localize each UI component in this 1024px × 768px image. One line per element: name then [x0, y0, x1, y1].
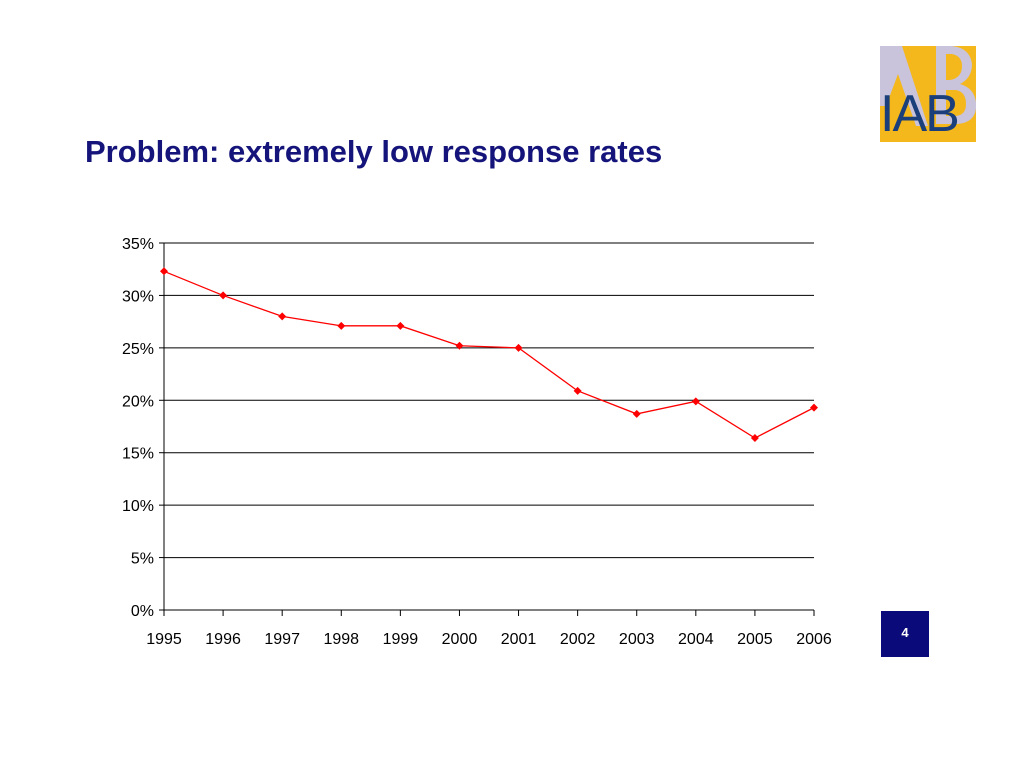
data-point-marker — [573, 386, 582, 395]
data-point-marker — [455, 341, 464, 350]
data-point-marker — [278, 312, 287, 321]
data-point-marker — [396, 321, 405, 330]
x-tick-label: 1998 — [323, 631, 359, 648]
x-tick-label: 2005 — [737, 631, 773, 648]
y-tick-label: 20% — [122, 393, 154, 410]
data-point-marker — [691, 397, 700, 406]
x-tick-label: 2000 — [442, 631, 478, 648]
x-tick-label: 2004 — [678, 631, 714, 648]
data-point-marker — [514, 343, 523, 352]
logo-shape-b — [936, 46, 976, 124]
series-line — [163, 270, 815, 439]
x-tick-label: 1996 — [205, 631, 241, 648]
x-tick-label: 2001 — [501, 631, 537, 648]
page-number-badge: 4 — [881, 611, 929, 657]
data-point-marker — [337, 321, 346, 330]
data-point-marker — [632, 409, 641, 418]
x-tick-label: 2003 — [619, 631, 655, 648]
y-tick-label: 25% — [122, 341, 154, 358]
data-point-marker — [810, 403, 818, 412]
y-tick-label: 10% — [122, 498, 154, 515]
x-tick-label: 1997 — [264, 631, 300, 648]
y-tick-label: 35% — [122, 236, 154, 253]
x-tick-label: 1999 — [383, 631, 419, 648]
x-tick-label: 1995 — [146, 631, 182, 648]
iab-logo: IAB — [880, 46, 976, 142]
y-tick-label: 30% — [122, 288, 154, 305]
y-tick-label: 15% — [122, 446, 154, 463]
y-tick-label: 5% — [131, 551, 154, 568]
data-point-marker — [750, 434, 759, 443]
logo-background-shapes — [880, 46, 976, 126]
slide-title: Problem: extremely low response rates — [85, 134, 663, 169]
data-point-marker — [160, 267, 168, 276]
logo-shape-a — [880, 46, 928, 126]
y-tick-label: 0% — [131, 603, 154, 620]
x-tick-label: 2006 — [796, 631, 832, 648]
logo-text: IAB — [880, 85, 960, 142]
x-tick-label: 2002 — [560, 631, 596, 648]
data-point-marker — [219, 291, 228, 300]
